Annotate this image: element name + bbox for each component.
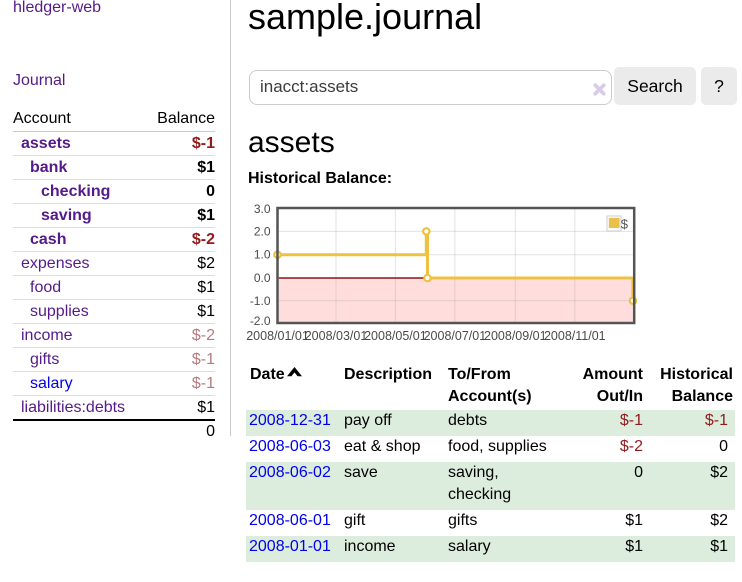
svg-text:2.0: 2.0: [254, 224, 271, 238]
svg-text:$: $: [621, 216, 629, 231]
svg-text:2008/03/01: 2008/03/01: [305, 329, 368, 343]
svg-text:2008/05/01: 2008/05/01: [364, 329, 427, 343]
svg-text:0.0: 0.0: [254, 271, 271, 285]
svg-text:-2.0: -2.0: [250, 314, 271, 328]
svg-text:2008/09/01: 2008/09/01: [484, 329, 547, 343]
svg-text:2008/01/01: 2008/01/01: [246, 329, 309, 343]
svg-text:3.0: 3.0: [254, 202, 271, 216]
svg-text:1.0: 1.0: [254, 248, 271, 262]
svg-text:2008/07/01: 2008/07/01: [424, 329, 487, 343]
svg-text:2008/11/01: 2008/11/01: [544, 329, 606, 343]
svg-text:-1.0: -1.0: [250, 294, 271, 308]
